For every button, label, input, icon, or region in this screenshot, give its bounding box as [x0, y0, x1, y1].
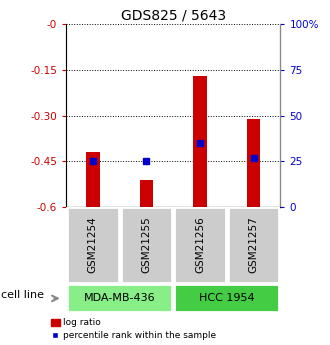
Bar: [86, 152, 100, 207]
Text: GSM21255: GSM21255: [142, 217, 151, 273]
Bar: [67, 284, 172, 313]
Text: MDA-MB-436: MDA-MB-436: [84, 293, 155, 303]
Text: cell line: cell line: [1, 290, 44, 300]
Bar: [174, 207, 226, 283]
Bar: [174, 284, 280, 313]
Bar: [228, 207, 280, 283]
Bar: [193, 76, 207, 207]
Bar: [67, 207, 118, 283]
Text: GSM21254: GSM21254: [88, 217, 98, 273]
Text: GSM21257: GSM21257: [249, 217, 259, 273]
Bar: [121, 207, 172, 283]
Text: HCC 1954: HCC 1954: [199, 293, 255, 303]
Bar: [140, 179, 153, 207]
Text: GSM21256: GSM21256: [195, 217, 205, 273]
Title: GDS825 / 5643: GDS825 / 5643: [121, 9, 226, 23]
Bar: [247, 119, 260, 207]
Legend: log ratio, percentile rank within the sample: log ratio, percentile rank within the sa…: [51, 318, 216, 340]
